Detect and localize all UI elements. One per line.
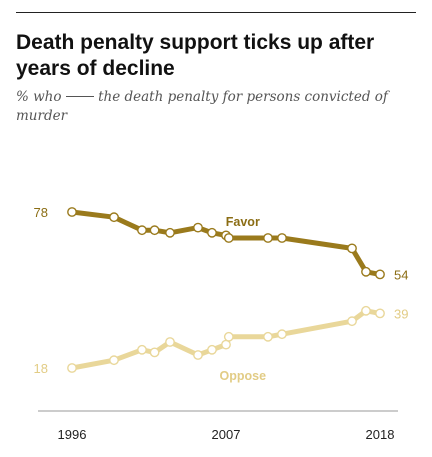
series-label-oppose: Oppose (220, 369, 267, 383)
start-value-label-oppose: 18 (34, 361, 48, 376)
data-point-favor (109, 212, 119, 223)
series-label-favor: Favor (226, 215, 260, 229)
data-point-oppose (67, 363, 77, 373)
end-value-label-oppose: 39 (394, 306, 408, 321)
data-point-favor (277, 233, 287, 243)
data-point-oppose (137, 344, 147, 355)
data-point-oppose (193, 350, 203, 360)
subtitle-suffix: the death penalty for persons convicted … (16, 89, 388, 124)
data-point-oppose (361, 305, 371, 316)
top-rule (16, 12, 416, 13)
data-point-oppose (207, 344, 217, 355)
data-point-favor (263, 233, 273, 243)
x-tick-label: 2018 (366, 427, 395, 442)
data-point-oppose (277, 329, 287, 340)
subtitle-blank (65, 96, 94, 97)
data-point-oppose (109, 355, 119, 366)
data-point-oppose (375, 308, 385, 319)
chart-subtitle: % who the death penalty for persons conv… (16, 88, 411, 126)
data-point-favor (207, 227, 217, 238)
x-tick-label: 1996 (58, 427, 87, 442)
data-point-oppose (347, 316, 357, 327)
data-point-favor (375, 269, 385, 280)
data-point-favor (223, 233, 234, 243)
data-point-favor (347, 243, 357, 254)
data-point-favor (149, 225, 160, 236)
start-value-label-favor: 78 (34, 205, 48, 220)
data-point-oppose (149, 347, 160, 358)
chart-title: Death penalty support ticks up after yea… (16, 31, 375, 80)
data-point-favor (361, 266, 371, 277)
end-value-label-favor: 54 (394, 267, 408, 282)
subtitle-prefix: % who (16, 89, 62, 105)
data-point-favor (193, 222, 203, 233)
data-point-favor (165, 227, 175, 238)
data-point-oppose (165, 337, 175, 347)
data-point-oppose (263, 331, 273, 342)
data-point-favor (67, 207, 77, 217)
data-point-favor (137, 225, 147, 236)
data-point-oppose (223, 331, 234, 342)
x-tick-label: 2007 (212, 427, 241, 442)
